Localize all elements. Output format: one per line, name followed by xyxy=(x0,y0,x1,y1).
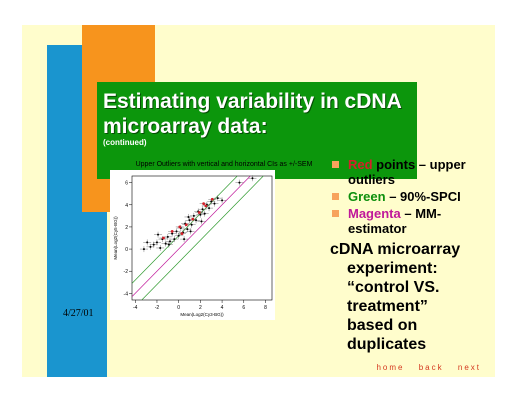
experiment-line: “control VS. xyxy=(347,279,440,296)
chart-point-red xyxy=(184,223,188,227)
chart-point-red xyxy=(178,225,182,229)
chart-point-red xyxy=(170,229,174,233)
chart-x-tick-label: 4 xyxy=(221,305,224,311)
bullet-red: Red points – upper outliers xyxy=(330,157,495,187)
chart-point xyxy=(167,243,170,246)
chart-point xyxy=(201,208,204,211)
chart-x-tick-label: 2 xyxy=(199,305,202,311)
chart-point xyxy=(203,212,206,215)
title-box: Estimating variability in cDNA microarra… xyxy=(97,82,417,179)
chart-y-tick-label: 4 xyxy=(125,203,128,209)
nav-home-link[interactable]: home xyxy=(376,363,405,372)
chart-point xyxy=(238,181,241,184)
chart-point xyxy=(208,207,211,210)
slide-nav: home back next xyxy=(366,363,481,372)
chart-point xyxy=(200,220,203,223)
chart-point xyxy=(210,200,213,203)
bullet-square-icon xyxy=(332,210,339,217)
chart-point xyxy=(216,197,219,200)
chart-point xyxy=(192,214,195,217)
chart-line-estimator xyxy=(132,176,251,297)
experiment-line: experiment: xyxy=(347,260,438,277)
experiment-line: cDNA microarray xyxy=(330,241,461,258)
chart-x-tick-label: -4 xyxy=(133,305,138,311)
chart-point xyxy=(177,234,180,237)
chart-point xyxy=(152,243,155,246)
nav-back-link[interactable]: back xyxy=(418,363,444,372)
chart-point xyxy=(195,219,198,222)
chart-point-red xyxy=(180,232,184,235)
chart-point xyxy=(188,219,191,222)
slide-date: 4/27/01 xyxy=(63,308,94,319)
chart-point xyxy=(189,230,192,233)
chart-x-tick-label: -2 xyxy=(155,305,160,311)
chart-point xyxy=(171,232,174,235)
experiment-description: cDNA microarray experiment: “control VS.… xyxy=(330,240,490,354)
experiment-line: duplicates xyxy=(347,336,427,353)
chart-point xyxy=(168,240,171,243)
chart-x-axis-label: Mean(Log2(Cy3-BG)) xyxy=(180,312,224,317)
bullet-magenta-colored: Magenta xyxy=(348,206,401,221)
chart-x-tick-label: 6 xyxy=(242,305,245,311)
chart-point xyxy=(164,242,167,245)
chart-point xyxy=(187,215,190,218)
bullet-green-colored: Green xyxy=(348,189,386,204)
chart-point xyxy=(159,246,162,249)
chart-point xyxy=(199,213,202,216)
bullet-list: Red points – upper outliers Green – 90%-… xyxy=(330,157,495,238)
chart-point xyxy=(213,202,216,205)
chart-y-tick-label: -2 xyxy=(124,269,129,275)
chart-point xyxy=(183,238,186,241)
chart-y-tick-label: 2 xyxy=(125,225,128,231)
chart-point xyxy=(142,248,145,251)
slide-title: Estimating variability in cDNA microarra… xyxy=(103,90,401,138)
chart-y-axis-label: Mean(Log2(Cy5-BG)) xyxy=(113,216,118,260)
chart-line-upper-band xyxy=(132,176,238,284)
scatter-chart: -4 -2 0 2 4 6 8 -4 -2 0 2 4 6 Mean(Log2(Cy3-BG)) Mean(… xyxy=(110,170,275,320)
experiment-line: treatment” xyxy=(347,298,428,315)
plot-frame xyxy=(131,175,273,301)
chart-point-red xyxy=(204,204,208,208)
chart-point xyxy=(155,241,158,244)
nav-next-link[interactable]: next xyxy=(457,363,481,372)
slide-subtitle: (continued) xyxy=(103,138,147,147)
bullet-magenta-text: – MM-estimator xyxy=(348,206,442,236)
chart-point xyxy=(175,230,178,233)
chart-y-tick-label: -4 xyxy=(124,291,129,297)
bullet-red-text: points – upper outliers xyxy=(348,157,466,187)
chart-title: Upper Outliers with vertical and horizon… xyxy=(135,161,313,168)
bullet-magenta: Magenta – MM-estimator xyxy=(330,206,495,236)
bullet-square-icon xyxy=(332,193,339,200)
chart-y-tick-label: 6 xyxy=(125,181,128,187)
chart-point xyxy=(186,228,189,231)
chart-point xyxy=(146,241,149,244)
chart-point-red xyxy=(210,197,214,201)
chart-point xyxy=(251,177,254,180)
chart-point xyxy=(157,233,160,236)
bullet-green: Green – 90%-SPCI xyxy=(330,189,495,204)
chart-x-tick-label: 8 xyxy=(264,305,267,311)
bullet-green-text: – 90%-SPCI xyxy=(385,189,461,204)
chart-line-lower-band xyxy=(141,176,264,300)
chart-point xyxy=(190,223,193,226)
chart-y-tick-label: 0 xyxy=(125,247,128,253)
chart-point xyxy=(221,199,224,202)
chart-point xyxy=(166,235,169,238)
chart-plot-background xyxy=(110,170,275,320)
chart-point xyxy=(173,238,176,241)
experiment-line: based on xyxy=(347,317,418,334)
bullet-square-icon xyxy=(332,161,339,168)
chart-point xyxy=(149,245,152,248)
chart-point-red xyxy=(202,202,206,206)
chart-point-red xyxy=(162,236,165,240)
bullet-red-colored: Red xyxy=(348,157,373,172)
chart-point-red xyxy=(191,217,195,221)
slide: Estimating variability in cDNA microarra… xyxy=(22,25,495,377)
chart-x-tick-label: 0 xyxy=(177,305,180,311)
chart-point-red xyxy=(197,211,201,214)
